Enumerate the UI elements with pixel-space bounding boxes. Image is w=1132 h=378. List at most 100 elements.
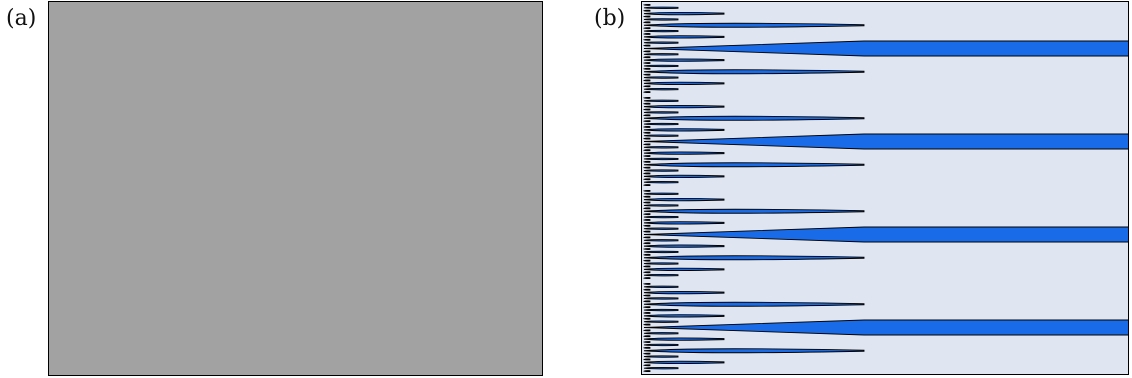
finger-generation-0 [643,358,651,361]
finger-generation-0 [643,352,651,355]
finger-generation-1 [643,88,679,91]
finger-generation-4 [643,226,1128,243]
finger-generation-1 [643,274,679,277]
finger-generation-2 [643,174,725,179]
finger-generation-1 [643,111,679,114]
finger-generation-4 [643,133,1128,150]
finger-generation-2 [643,197,725,202]
finger-generation-1 [643,99,679,102]
finger-generation-1 [643,64,679,68]
finger-generation-1 [643,18,679,21]
panel-a-uniform-field [48,1,543,376]
finger-generation-3 [643,162,865,168]
finger-generation-3 [643,208,865,214]
finger-generation-1 [643,29,679,33]
finger-generation-0 [643,230,651,233]
finger-generation-0 [643,131,651,134]
finger-generation-2 [643,81,725,86]
finger-generation-0 [643,346,651,349]
finger-generation-0 [643,207,651,210]
finger-generation-0 [643,91,651,94]
finger-generation-0 [643,195,651,198]
finger-generation-0 [643,178,651,181]
finger-generation-0 [643,288,651,291]
finger-generation-0 [643,56,651,59]
finger-generation-0 [643,335,651,338]
finger-generation-0 [643,294,651,297]
finger-generation-4 [643,40,1128,57]
panel-b-branching-pattern [641,1,1129,375]
finger-generation-0 [643,300,651,303]
branching-tree-diagram [643,3,1128,373]
finger-generation-0 [643,50,651,53]
finger-generation-1 [643,181,679,184]
finger-generation-2 [643,221,725,225]
finger-generation-2 [643,104,725,109]
finger-generation-0 [643,277,651,280]
finger-generation-0 [643,149,651,152]
finger-generation-1 [643,343,679,347]
finger-generation-0 [643,341,651,343]
finger-generation-0 [643,3,651,6]
finger-generation-0 [643,236,651,239]
finger-generation-0 [643,73,651,76]
finger-generation-0 [643,79,651,82]
panel-a-label: (a) [6,6,37,31]
finger-generation-1 [643,215,679,219]
finger-generation-0 [643,143,651,146]
finger-generation-0 [643,62,651,64]
finger-generation-0 [643,44,651,47]
finger-generation-0 [643,242,651,245]
finger-generation-0 [643,160,651,163]
finger-generation-1 [643,227,679,230]
finger-generation-2 [643,290,725,295]
finger-generation-0 [643,172,651,175]
finger-generation-0 [643,38,651,41]
finger-generation-0 [643,253,651,256]
finger-generation-0 [643,224,651,227]
finger-generation-2 [643,267,725,272]
finger-generation-1 [643,367,679,370]
finger-generation-0 [643,370,651,373]
finger-generation-3 [643,22,865,28]
finger-generation-0 [643,33,651,35]
finger-generation-1 [643,239,679,242]
finger-generation-0 [643,15,651,18]
finger-generation-1 [643,122,679,126]
finger-generation-2 [643,11,725,16]
finger-generation-2 [643,244,725,248]
finger-generation-3 [643,255,865,261]
finger-generation-0 [643,96,651,99]
finger-generation-1 [643,320,679,323]
finger-generation-0 [643,120,651,123]
finger-generation-1 [643,53,679,56]
finger-generation-0 [643,271,651,274]
finger-generation-1 [643,262,679,265]
finger-generation-1 [643,192,679,195]
finger-generation-1 [643,146,679,149]
finger-generation-0 [643,85,651,88]
finger-generation-0 [643,265,651,268]
finger-generation-2 [643,151,725,155]
finger-generation-2 [643,337,725,341]
finger-generation-0 [643,364,651,367]
finger-generation-0 [643,155,651,157]
finger-generation-0 [643,317,651,320]
finger-generation-1 [643,332,679,335]
finger-generation-0 [643,27,651,30]
finger-generation-1 [643,355,679,358]
finger-generation-0 [643,259,651,262]
finger-generation-0 [643,184,651,187]
finger-generation-1 [643,6,679,9]
finger-generation-0 [643,166,651,169]
finger-generation-0 [643,219,651,221]
finger-generation-0 [643,108,651,111]
finger-generation-3 [643,115,865,121]
finger-generation-1 [643,41,679,44]
finger-generation-2 [643,35,725,39]
finger-generation-1 [643,169,679,172]
finger-generation-3 [643,348,865,354]
finger-generation-1 [643,134,679,137]
finger-generation-0 [643,67,651,70]
finger-generation-1 [643,285,679,288]
